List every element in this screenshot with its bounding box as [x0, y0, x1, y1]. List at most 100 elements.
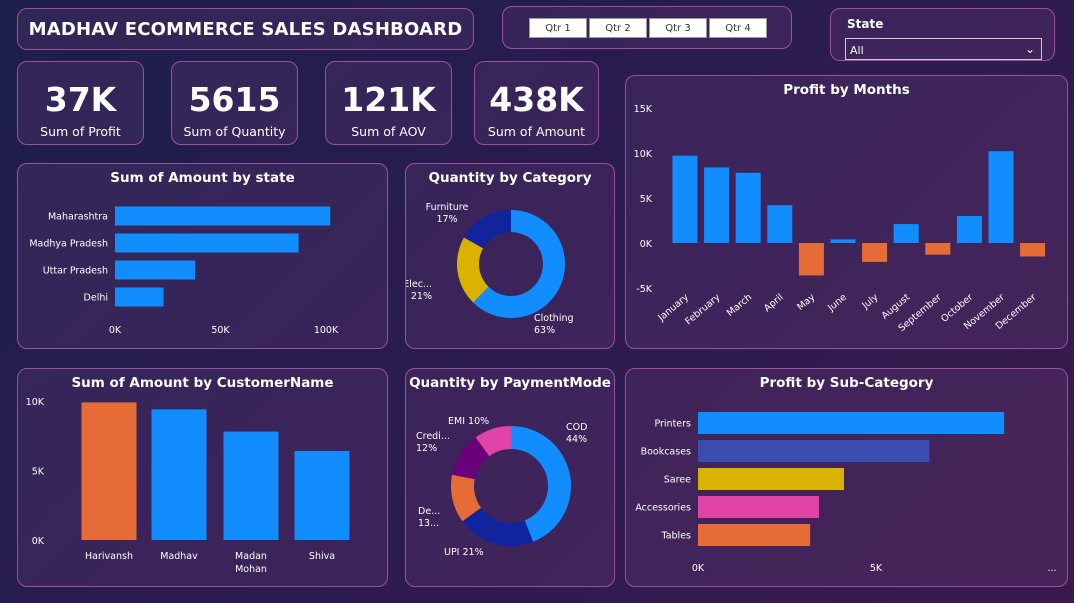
- chart-title: Sum of Amount by CustomerName: [71, 375, 334, 391]
- y-tick-label: 5K: [32, 467, 45, 478]
- y-tick-label: Accessories: [635, 503, 691, 514]
- kpi-value: 5615: [188, 80, 281, 119]
- bar-february: [704, 167, 730, 243]
- qty-by-paymentmode-panel: Quantity by PaymentMode COD 44% UPI 21% De.…: [405, 368, 615, 587]
- profit-by-subcategory-panel: Profit by Sub-Category Printers Bookcases…: [625, 368, 1068, 587]
- slice-pct-label: 44%: [566, 434, 587, 445]
- qtr-3-button[interactable]: Qtr 3: [649, 18, 707, 38]
- dashboard-title: MADHAV ECOMMERCE SALES DASHBOARD: [28, 19, 463, 40]
- x-tick-label: 50K: [211, 325, 230, 336]
- slice-label: De...: [418, 506, 440, 517]
- bar-printers: [698, 412, 1005, 434]
- y-tick-label: 0K: [32, 536, 45, 547]
- bar-june: [830, 239, 856, 243]
- bar-harivansh: [81, 402, 137, 540]
- kpi-label: Sum of AOV: [351, 124, 426, 139]
- bar-madhav: [151, 409, 207, 540]
- bar-july: [862, 243, 888, 262]
- y-tick-label: Madhya Pradesh: [29, 239, 108, 250]
- amount-by-customer-chart: 10K 5K 0K Harivansh Madhav Madan Mohan Shiva: [26, 397, 350, 575]
- bar-august: [893, 224, 919, 243]
- slice-label: Clothing: [534, 313, 574, 324]
- slice-label: COD: [566, 422, 587, 433]
- amount-by-state-panel: Sum of Amount by state Maharashtra Madhya…: [17, 163, 388, 349]
- slice-pct-label: 13...: [418, 518, 439, 529]
- x-tick-label: Harivansh: [85, 551, 133, 562]
- bar-tables: [698, 524, 811, 546]
- qtr-2-button[interactable]: Qtr 2: [589, 18, 647, 38]
- qtr-1-button[interactable]: Qtr 1: [529, 18, 587, 38]
- x-tick-label: 0K: [692, 563, 705, 574]
- state-label: State: [847, 17, 884, 31]
- kpi-card-amount: 438K Sum of Amount: [474, 61, 599, 145]
- y-tick-label: Printers: [654, 419, 691, 430]
- chart-title: Quantity by Category: [428, 170, 592, 186]
- slice-label: Elec...: [406, 279, 432, 290]
- title-box: MADHAV ECOMMERCE SALES DASHBOARD: [17, 8, 474, 50]
- bar-delhi: [115, 287, 164, 307]
- y-tick-label: 0K: [640, 239, 653, 250]
- bar-shiva: [294, 451, 350, 540]
- x-tick-label: Madhav: [160, 551, 198, 562]
- slice-pct-label: 17%: [436, 214, 457, 225]
- kpi-card-quantity: 5615 Sum of Quantity: [171, 61, 298, 145]
- bar-saree: [698, 468, 844, 490]
- y-tick-label: 15K: [634, 104, 653, 115]
- bar-madhya-pradesh: [115, 233, 299, 253]
- bar-uttar-pradesh: [115, 260, 196, 280]
- chevron-down-icon[interactable]: ⌄: [1024, 42, 1035, 56]
- profit-by-subcategory-chart: Printers Bookcases Saree Accessories Tables 0…: [635, 412, 1057, 574]
- x-tick-label: July: [860, 292, 881, 312]
- y-tick-label: Uttar Pradesh: [43, 266, 108, 277]
- qtr-4-button[interactable]: Qtr 4: [709, 18, 767, 38]
- x-tick-label: 100K: [314, 325, 339, 336]
- slice-pct-label: 63%: [534, 325, 555, 336]
- bar-april: [767, 205, 793, 243]
- kpi-card-aov: 121K Sum of AOV: [325, 61, 452, 145]
- slice-label: EMI 10%: [448, 416, 489, 427]
- bar-november: [988, 151, 1014, 243]
- y-tick-label: 10K: [26, 397, 45, 408]
- bar-october: [956, 216, 982, 243]
- x-tick-label: Shiva: [309, 551, 335, 562]
- chart-title: Sum of Amount by state: [110, 170, 295, 186]
- x-tick-label: Madan: [235, 551, 267, 562]
- bar-madan-mohan: [223, 431, 279, 540]
- category-slice-0: [473, 210, 565, 318]
- x-tick-label: February: [683, 292, 723, 328]
- y-tick-label: Bookcases: [641, 447, 691, 458]
- y-tick-label: 10K: [634, 149, 653, 160]
- bar-maharashtra: [115, 206, 331, 226]
- qty-by-category-panel: Quantity by Category Clothing 63% Elec... 2…: [405, 163, 615, 349]
- state-dropdown[interactable]: All ⌄: [845, 38, 1042, 60]
- kpi-label: Sum of Profit: [40, 124, 121, 139]
- payment-slice-2: [451, 474, 482, 522]
- chart-title: Profit by Sub-Category: [759, 375, 934, 391]
- category-slice-1: [457, 237, 489, 303]
- bar-may: [798, 243, 824, 276]
- payment-slice-1: [462, 507, 534, 546]
- kpi-value: 121K: [341, 80, 436, 119]
- kpi-value: 438K: [489, 80, 584, 119]
- x-tick-label: April: [762, 292, 786, 314]
- profit-by-months-panel: Profit by Months 15K 10K 5K 0K -5K January Feb…: [625, 75, 1068, 349]
- state-value: All: [850, 44, 864, 57]
- quarter-slicer: Qtr 1 Qtr 2 Qtr 3 Qtr 4: [502, 6, 792, 49]
- slice-pct-label: 12%: [416, 443, 437, 454]
- slice-label: Credi...: [416, 431, 450, 442]
- kpi-card-profit: 37K Sum of Profit: [17, 61, 144, 145]
- bar-march: [735, 172, 761, 243]
- bar-bookcases: [698, 440, 930, 462]
- bar-accessories: [698, 496, 820, 518]
- y-tick-label: 5K: [640, 194, 653, 205]
- slice-label: UPI 21%: [444, 547, 484, 558]
- chart-title: Profit by Months: [783, 82, 910, 98]
- y-tick-label: -5K: [636, 284, 652, 295]
- slice-label: Furniture: [426, 202, 469, 213]
- x-tick-label: ...: [1047, 563, 1056, 574]
- y-tick-label: Saree: [664, 475, 691, 486]
- bar-september: [925, 243, 951, 255]
- x-tick-label: March: [725, 292, 754, 319]
